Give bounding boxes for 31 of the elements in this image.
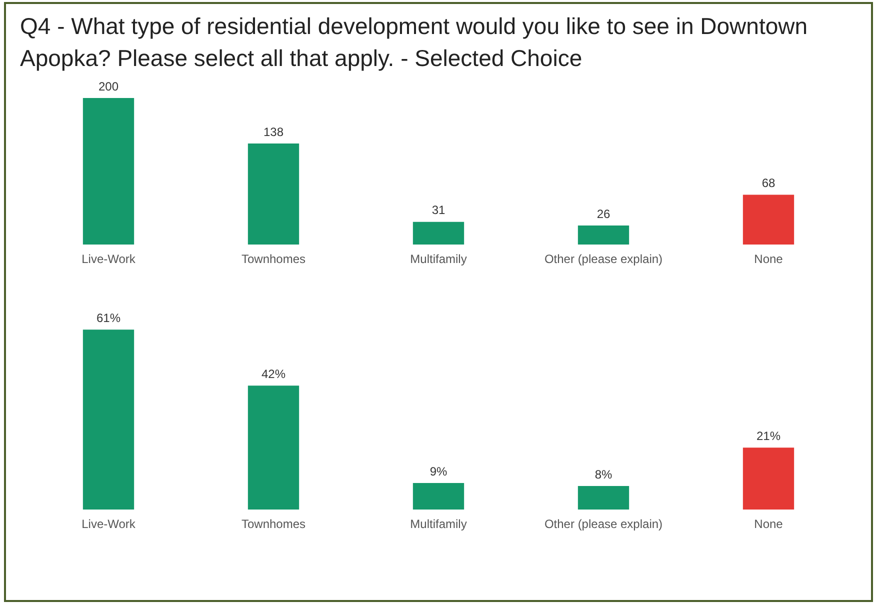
data-label: 31 [432,203,446,218]
x-tick-label: Townhomes [241,517,306,532]
x-tick-label: Multifamily [410,517,467,532]
data-label: 138 [263,124,284,139]
data-label: 21% [756,428,781,443]
bar [742,194,794,245]
bar [412,483,464,510]
x-tick-label: Multifamily [410,252,467,266]
x-tick-label: Other (please explain) [544,252,663,266]
bar [82,330,134,510]
data-label: 8% [594,467,612,482]
chart-title: Q4 - What type of residential development would you like to see in Downtown Apopka? Please select all that apply. - Selected Choice [20,12,809,73]
x-tick-label: Live-Work [82,517,136,532]
data-label: 68 [762,176,776,190]
x-tick-label: Live-Work [82,252,136,266]
x-tick-label: Townhomes [241,252,306,266]
data-label: 61% [96,310,121,325]
data-label: 42% [261,366,286,381]
bar [248,386,300,510]
x-tick-label: Other (please explain) [544,517,663,532]
bar [742,448,794,510]
data-label: 26 [596,206,610,221]
data-label: 9% [430,464,448,478]
x-tick-label: None [754,517,784,532]
data-label: 200 [98,79,119,94]
bar [412,222,464,245]
bar [82,98,134,245]
bar [248,143,300,245]
bar [578,486,630,510]
bar [578,226,630,245]
x-tick-label: None [754,252,784,266]
